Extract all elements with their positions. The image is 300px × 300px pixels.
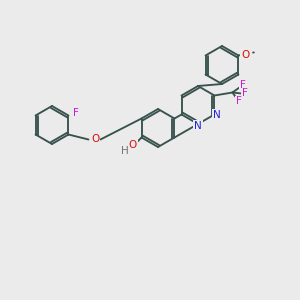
Text: F: F [236, 97, 242, 106]
Text: N: N [194, 121, 202, 131]
Text: F: F [239, 80, 245, 91]
Text: O: O [128, 140, 137, 149]
Text: F: F [73, 109, 78, 118]
Text: F: F [242, 88, 248, 98]
Text: O: O [91, 134, 100, 145]
Text: O: O [241, 50, 250, 59]
Text: H: H [121, 146, 128, 157]
Text: N: N [213, 110, 220, 119]
